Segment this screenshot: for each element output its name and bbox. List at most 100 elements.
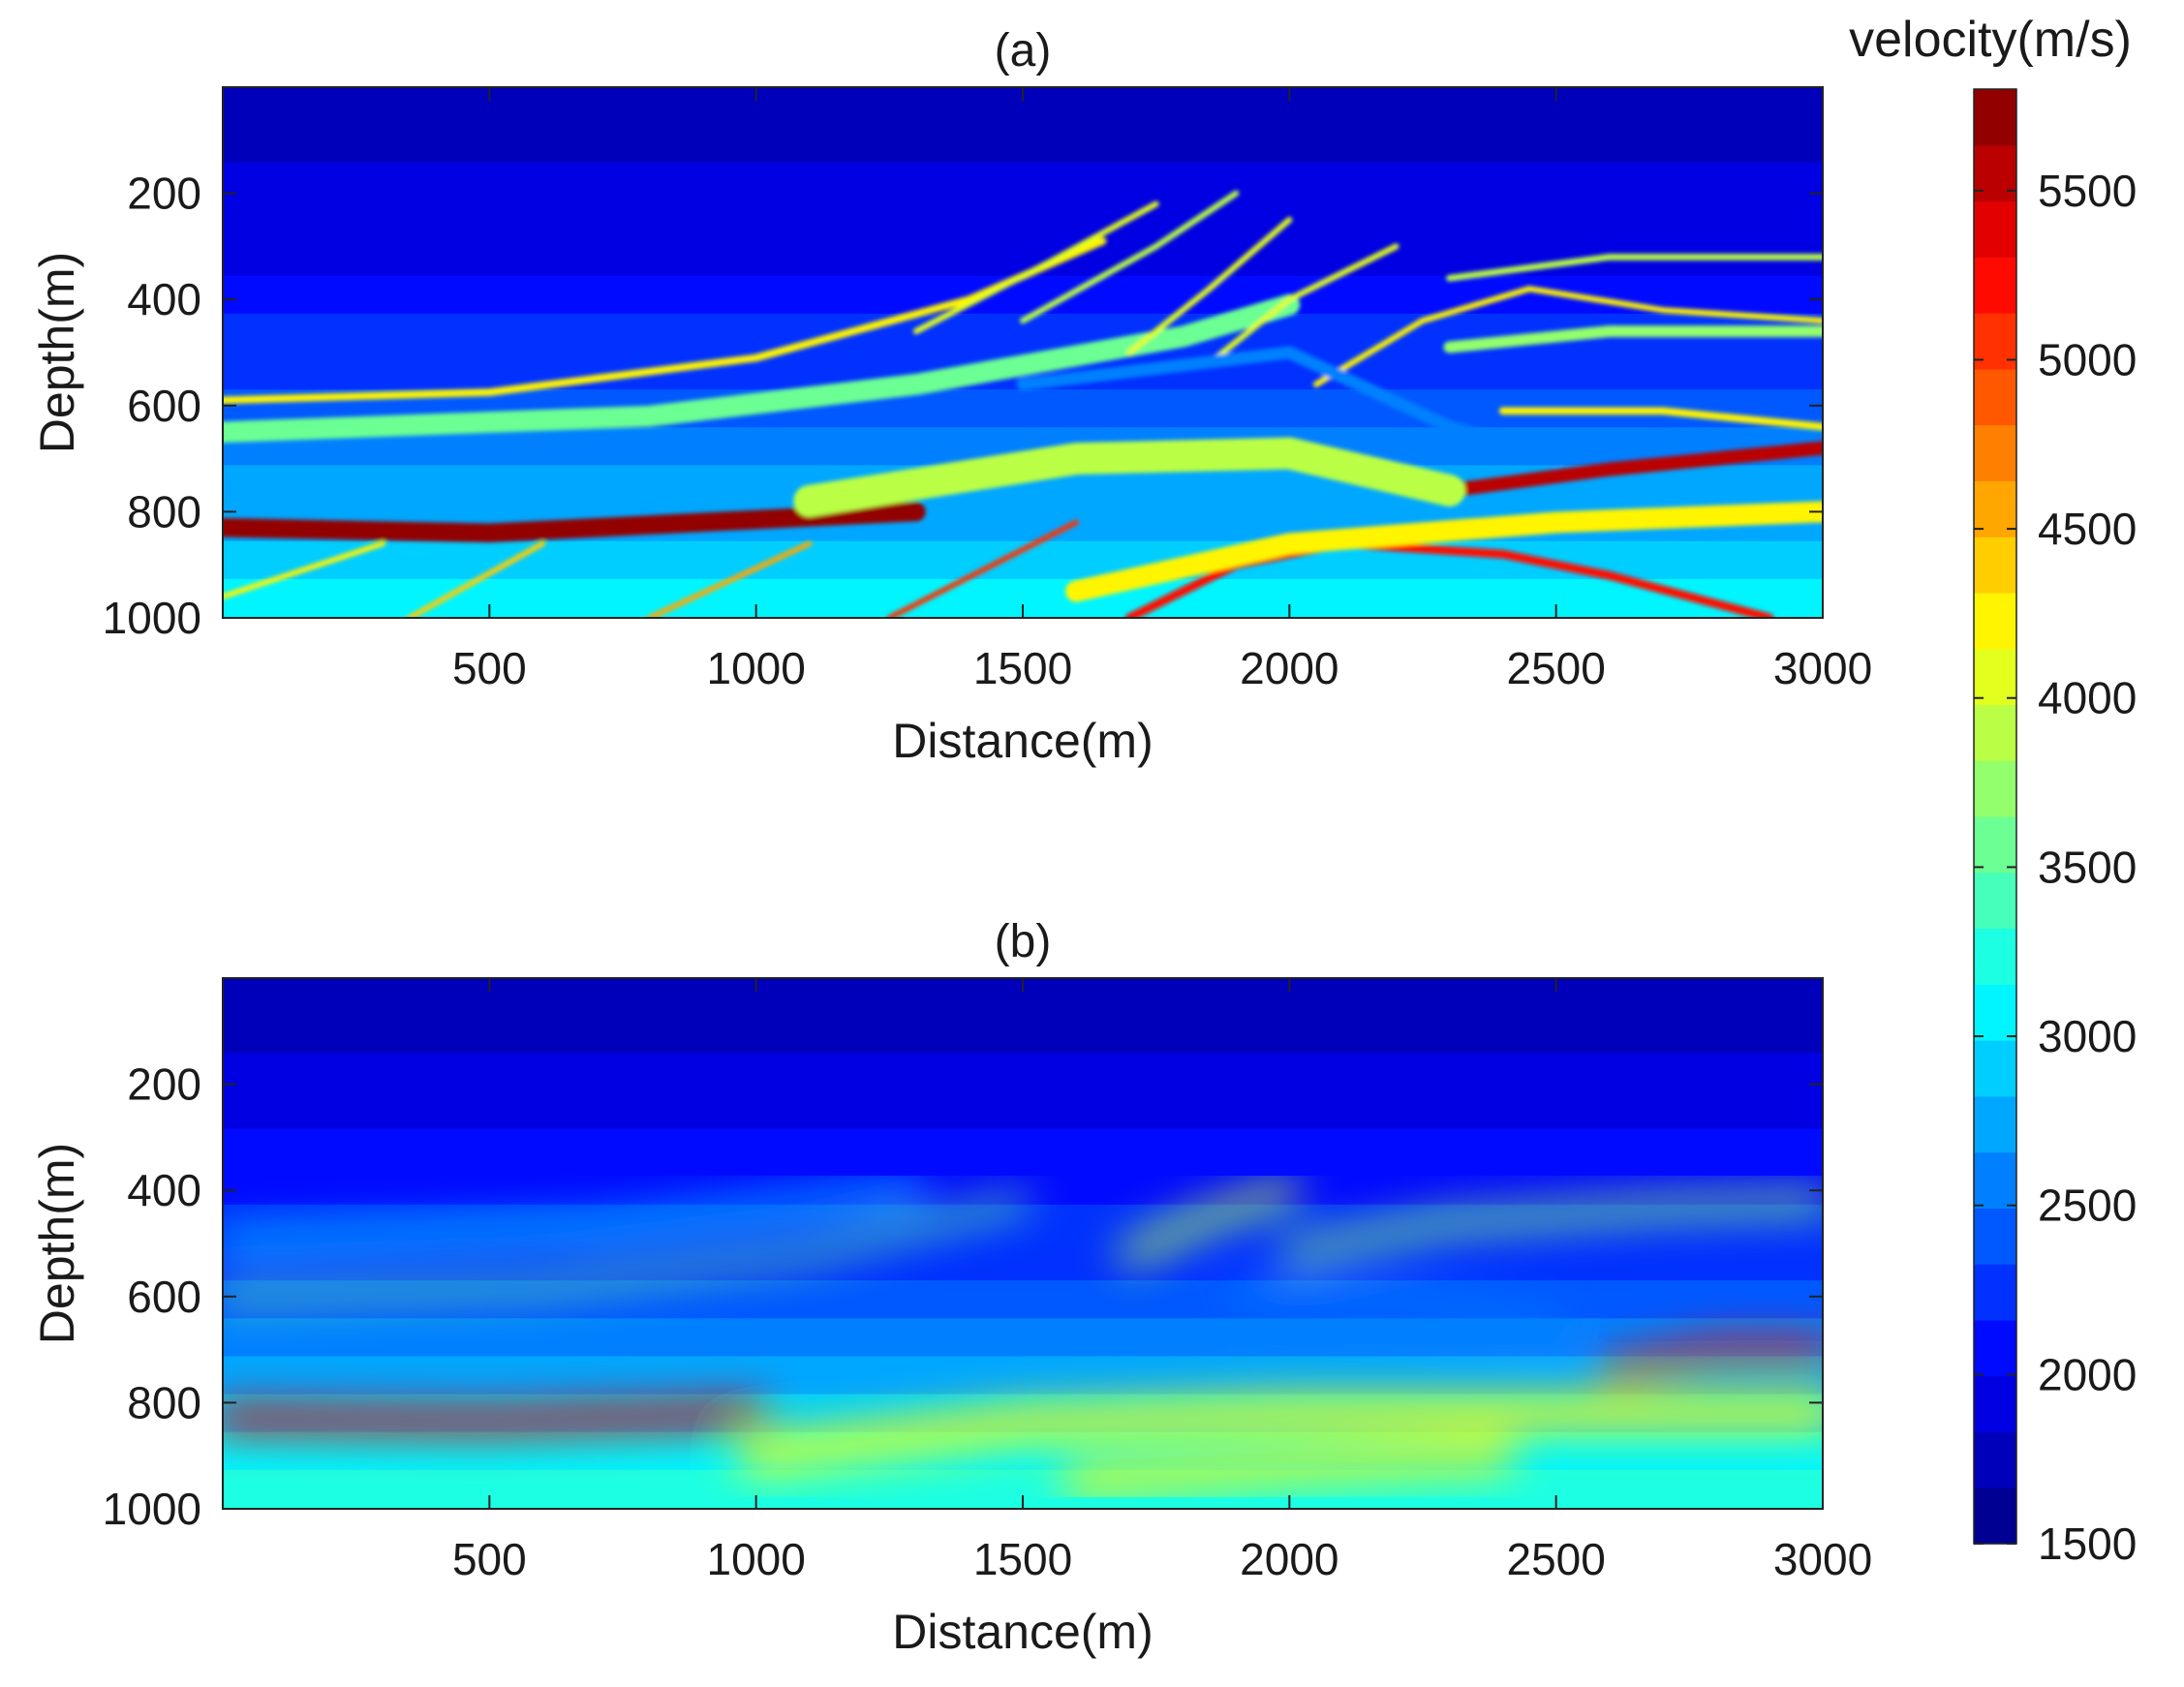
colorbar-bands xyxy=(1974,89,2016,1545)
panel-b-x-axis: 500 1000 1500 2000 2500 3000 xyxy=(452,978,1872,1584)
colorbar-band xyxy=(1974,257,2016,314)
panel-b-x-tick-label: 1500 xyxy=(973,1534,1072,1584)
colorbar-tick-label: 2500 xyxy=(2038,1181,2137,1231)
colorbar-band xyxy=(1974,1151,2016,1209)
panel-b-y-tick-label: 800 xyxy=(127,1377,201,1427)
colorbar-band xyxy=(1974,1095,2016,1153)
colorbar-band xyxy=(1974,928,2016,985)
panel-a-velocity-layer xyxy=(1126,216,1293,356)
colorbar-tick-label: 5000 xyxy=(2038,334,2137,384)
panel-b-y-tick-label: 1000 xyxy=(103,1484,201,1534)
panel-b-x-label: Distance(m) xyxy=(892,1605,1153,1659)
panel-b-background-band xyxy=(223,1242,1823,1283)
panel-a-velocity-layer xyxy=(223,502,926,543)
colorbar-band xyxy=(1974,200,2016,258)
panel-a-y-tick-label: 600 xyxy=(127,381,201,431)
panel-a-y-axis: 200 400 600 800 1000 xyxy=(103,169,1823,643)
panel-a: (a) 500 1000 1500 2000 2500 3000 200 400 600 800… xyxy=(30,25,1872,768)
panel-a-velocity-layer xyxy=(1443,325,1823,353)
panel-a-velocity-layer xyxy=(1124,538,1774,618)
panel-b: (b) 500 1000 1500 2000 2500 3000 200 400 600 800… xyxy=(30,916,1872,1659)
panel-a-structures xyxy=(223,190,1823,618)
panel-b-velocity-layer xyxy=(737,1395,1823,1475)
colorbar-band xyxy=(1974,144,2016,202)
panel-a-velocity-layer xyxy=(793,437,1465,517)
panel-a-y-tick-label: 200 xyxy=(127,169,201,219)
colorbar-band xyxy=(1974,648,2016,706)
panel-a-velocity-layer xyxy=(1065,501,1823,602)
panel-a-y-tick-label: 400 xyxy=(127,274,201,324)
panel-a-velocity-layer xyxy=(1442,441,1823,498)
colorbar-tick-label: 4500 xyxy=(2038,504,2137,554)
panel-a-x-tick-label: 500 xyxy=(452,643,527,693)
colorbar-band xyxy=(1974,984,2016,1041)
panel-b-background-band xyxy=(223,1053,1823,1093)
panel-b-background-band xyxy=(223,1015,1823,1056)
panel-b-title: (b) xyxy=(995,916,1052,967)
panel-a-velocity-layer xyxy=(912,200,1159,335)
panel-b-y-tick-label: 600 xyxy=(127,1272,201,1322)
colorbar-tick-label: 4000 xyxy=(2038,673,2137,723)
panel-b-x-tick-label: 3000 xyxy=(1773,1534,1872,1584)
colorbar: velocity(m/s) 1500 2000 2500 3000 3500 4000 45… xyxy=(1849,12,2137,1569)
colorbar-band xyxy=(1974,537,2016,594)
panel-b-structures xyxy=(223,1180,1823,1496)
panel-a-background-band xyxy=(223,237,1823,278)
colorbar-band xyxy=(1974,1208,2016,1265)
colorbar-band xyxy=(1974,313,2016,370)
panel-b-x-tick-label: 1000 xyxy=(706,1534,805,1584)
panel-a-title: (a) xyxy=(995,25,1052,77)
colorbar-band xyxy=(1974,1488,2016,1545)
panel-b-background-band xyxy=(223,1318,1823,1359)
panel-a-x-label: Distance(m) xyxy=(892,714,1153,768)
colorbar-ticks: 1500 2000 2500 3000 3500 4000 4500 5000 5500 xyxy=(1974,166,2137,1569)
panel-a-x-tick-label: 1000 xyxy=(706,643,805,693)
panel-b-x-tick-label: 2500 xyxy=(1506,1534,1605,1584)
colorbar-band xyxy=(1974,1375,2016,1433)
colorbar-band xyxy=(1974,480,2016,537)
panel-a-y-tick-label: 1000 xyxy=(103,593,201,643)
colorbar-band xyxy=(1974,592,2016,650)
colorbar-band xyxy=(1974,1264,2016,1321)
panel-b-background-band xyxy=(223,1356,1823,1396)
panel-a-velocity-layer xyxy=(1016,346,1563,466)
colorbar-band xyxy=(1974,368,2016,426)
panel-a-background-band xyxy=(223,199,1823,240)
panel-a-velocity-layer xyxy=(223,540,385,599)
panel-a-velocity-layer xyxy=(646,540,813,618)
colorbar-tick-label: 5500 xyxy=(2038,166,2137,216)
panel-b-x-tick-label: 2000 xyxy=(1240,1534,1338,1584)
panel-a-velocity-layer xyxy=(886,519,1079,618)
colorbar-title: velocity(m/s) xyxy=(1849,12,2132,68)
panel-b-y-axis: 200 400 600 800 1000 xyxy=(103,1059,1823,1534)
colorbar-band xyxy=(1974,1431,2016,1488)
panel-a-velocity-layer xyxy=(223,293,1301,444)
panel-b-velocity-layer xyxy=(223,1181,925,1252)
colorbar-tick-label: 1500 xyxy=(2038,1518,2137,1569)
colorbar-band xyxy=(1974,872,2016,930)
panel-a-x-tick-label: 1500 xyxy=(973,643,1072,693)
panel-a-velocity-layer xyxy=(1312,286,1823,387)
panel-a-velocity-layer xyxy=(1019,190,1240,324)
panel-b-y-tick-label: 200 xyxy=(127,1059,201,1110)
panel-b-y-tick-label: 400 xyxy=(127,1165,201,1215)
colorbar-band xyxy=(1974,89,2016,146)
panel-b-velocity-layer xyxy=(1228,1288,1564,1332)
panel-b-velocity-layer xyxy=(223,1399,770,1435)
colorbar-tick-label: 3000 xyxy=(2038,1011,2137,1061)
panel-b-velocity-layer xyxy=(1598,1338,1823,1382)
panel-b-x-tick-label: 500 xyxy=(452,1534,527,1584)
panel-a-background-band xyxy=(223,124,1823,165)
panel-b-heatmap xyxy=(223,978,1823,1509)
panel-a-background-band xyxy=(223,162,1823,202)
colorbar-band xyxy=(1974,704,2016,761)
panel-a-x-axis: 500 1000 1500 2000 2500 3000 xyxy=(452,87,1872,693)
panel-a-x-tick-label: 3000 xyxy=(1773,643,1872,693)
panel-a-x-tick-label: 2500 xyxy=(1506,643,1605,693)
panel-b-velocity-layer xyxy=(1062,1442,1517,1496)
panel-a-velocity-layer xyxy=(406,540,546,618)
panel-b-background-band xyxy=(223,1128,1823,1169)
panel-a-x-tick-label: 2000 xyxy=(1240,643,1338,693)
